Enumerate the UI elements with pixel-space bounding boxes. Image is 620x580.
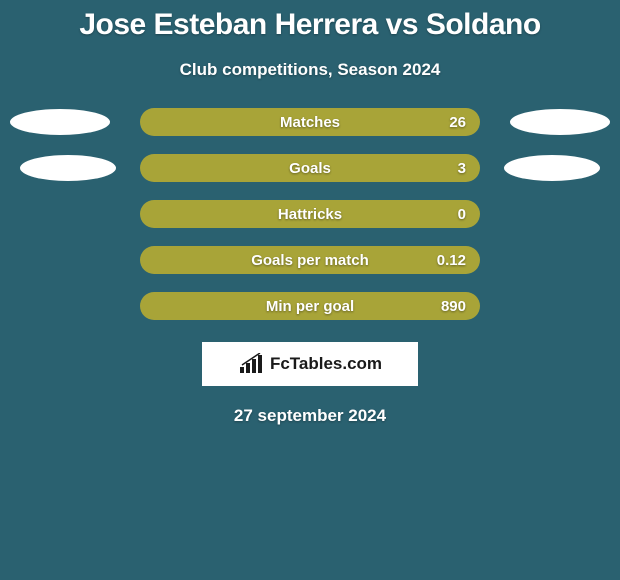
stat-row-goals: Goals 3 <box>0 154 620 182</box>
stat-row-goals-per-match: Goals per match 0.12 <box>0 246 620 274</box>
stat-bar: Matches 26 <box>140 108 480 136</box>
stat-bar: Goals 3 <box>140 154 480 182</box>
stat-label: Matches <box>280 114 340 131</box>
stat-bar: Goals per match 0.12 <box>140 246 480 274</box>
stat-value: 26 <box>449 114 466 131</box>
player-right-marker <box>504 155 600 181</box>
player-right-marker <box>510 109 610 135</box>
brand-text: FcTables.com <box>270 354 382 374</box>
page-title: Jose Esteban Herrera vs Soldano <box>0 8 620 42</box>
stat-value: 890 <box>441 298 466 315</box>
stat-label: Hattricks <box>278 206 342 223</box>
stat-label: Min per goal <box>266 298 354 315</box>
stat-value: 0 <box>458 206 466 223</box>
subtitle: Club competitions, Season 2024 <box>0 60 620 80</box>
stat-value: 0.12 <box>437 252 466 269</box>
stat-row-matches: Matches 26 <box>0 108 620 136</box>
stat-row-hattricks: Hattricks 0 <box>0 200 620 228</box>
player-left-marker <box>20 155 116 181</box>
chart-icon <box>238 353 264 375</box>
stats-area: Matches 26 Goals 3 Hattricks 0 Goals per… <box>0 108 620 320</box>
stat-label: Goals <box>289 160 331 177</box>
stat-row-min-per-goal: Min per goal 890 <box>0 292 620 320</box>
date-label: 27 september 2024 <box>0 406 620 426</box>
stat-value: 3 <box>458 160 466 177</box>
stat-bar: Hattricks 0 <box>140 200 480 228</box>
brand-logo[interactable]: FcTables.com <box>202 342 418 386</box>
stat-label: Goals per match <box>251 252 369 269</box>
stat-bar: Min per goal 890 <box>140 292 480 320</box>
stats-comparison-card: Jose Esteban Herrera vs Soldano Club com… <box>0 0 620 426</box>
player-left-marker <box>10 109 110 135</box>
